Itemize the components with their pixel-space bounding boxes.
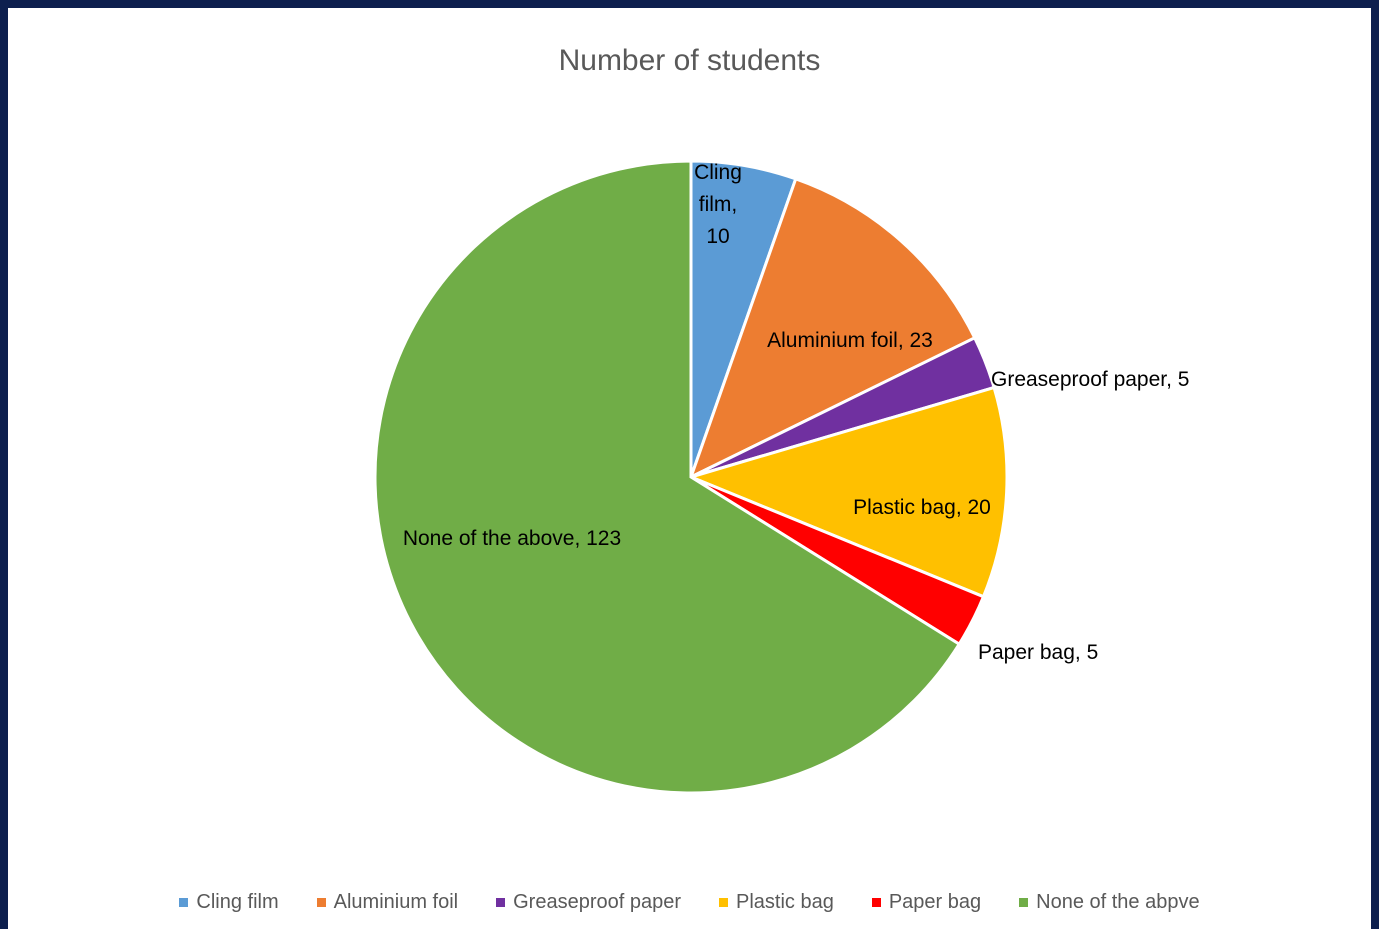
pie-chart: Cling film, 10 Aluminium foil, 23 Greaseproo… — [373, 159, 1189, 795]
legend-label: Cling film — [196, 891, 279, 913]
legend-swatch — [719, 898, 728, 907]
legend-label: None of the abpve — [1036, 891, 1200, 913]
data-label-paper-bag: Paper bag, 5 — [978, 641, 1098, 664]
data-label-plastic-bag: Plastic bag, 20 — [853, 496, 991, 519]
legend-label: Greaseproof paper — [513, 891, 681, 913]
data-label-none-of-the-abpve: None of the above, 123 — [403, 527, 621, 550]
legend: Cling film Aluminium foil Greaseproof pape… — [8, 891, 1371, 914]
legend-label: Aluminium foil — [333, 891, 459, 913]
pie-slice-aluminium-foil — [688, 176, 977, 480]
legend-item-greaseproof-paper: Greaseproof paper — [496, 891, 681, 914]
legend-item-plastic-bag: Plastic bag — [719, 891, 834, 914]
legend-swatch — [1019, 898, 1029, 907]
chart-title: Number of students — [558, 44, 821, 77]
data-label-cling-film: Cling film, 10 — [694, 161, 742, 248]
legend-label: Plastic bag — [736, 891, 834, 913]
legend-item-cling-film: Cling film — [179, 891, 279, 914]
data-label-aluminium-foil: Aluminium foil, 23 — [767, 329, 933, 352]
data-label-greaseproof-paper: Greaseproof paper, 5 — [991, 368, 1189, 391]
legend-item-paper-bag: Paper bag — [871, 891, 982, 914]
legend-swatch — [316, 898, 326, 907]
legend-item-aluminium-foil: Aluminium foil — [316, 891, 459, 914]
pie-slice-none-of-the-abpve — [373, 159, 962, 795]
legend-swatch — [871, 898, 881, 907]
legend-label: Paper bag — [888, 891, 982, 913]
legend-swatch — [496, 898, 506, 907]
legend-item-none-of-the-abpve: None of the abpve — [1019, 891, 1200, 914]
legend-swatch — [179, 898, 189, 907]
pie-slice-plastic-bag — [686, 385, 1009, 599]
